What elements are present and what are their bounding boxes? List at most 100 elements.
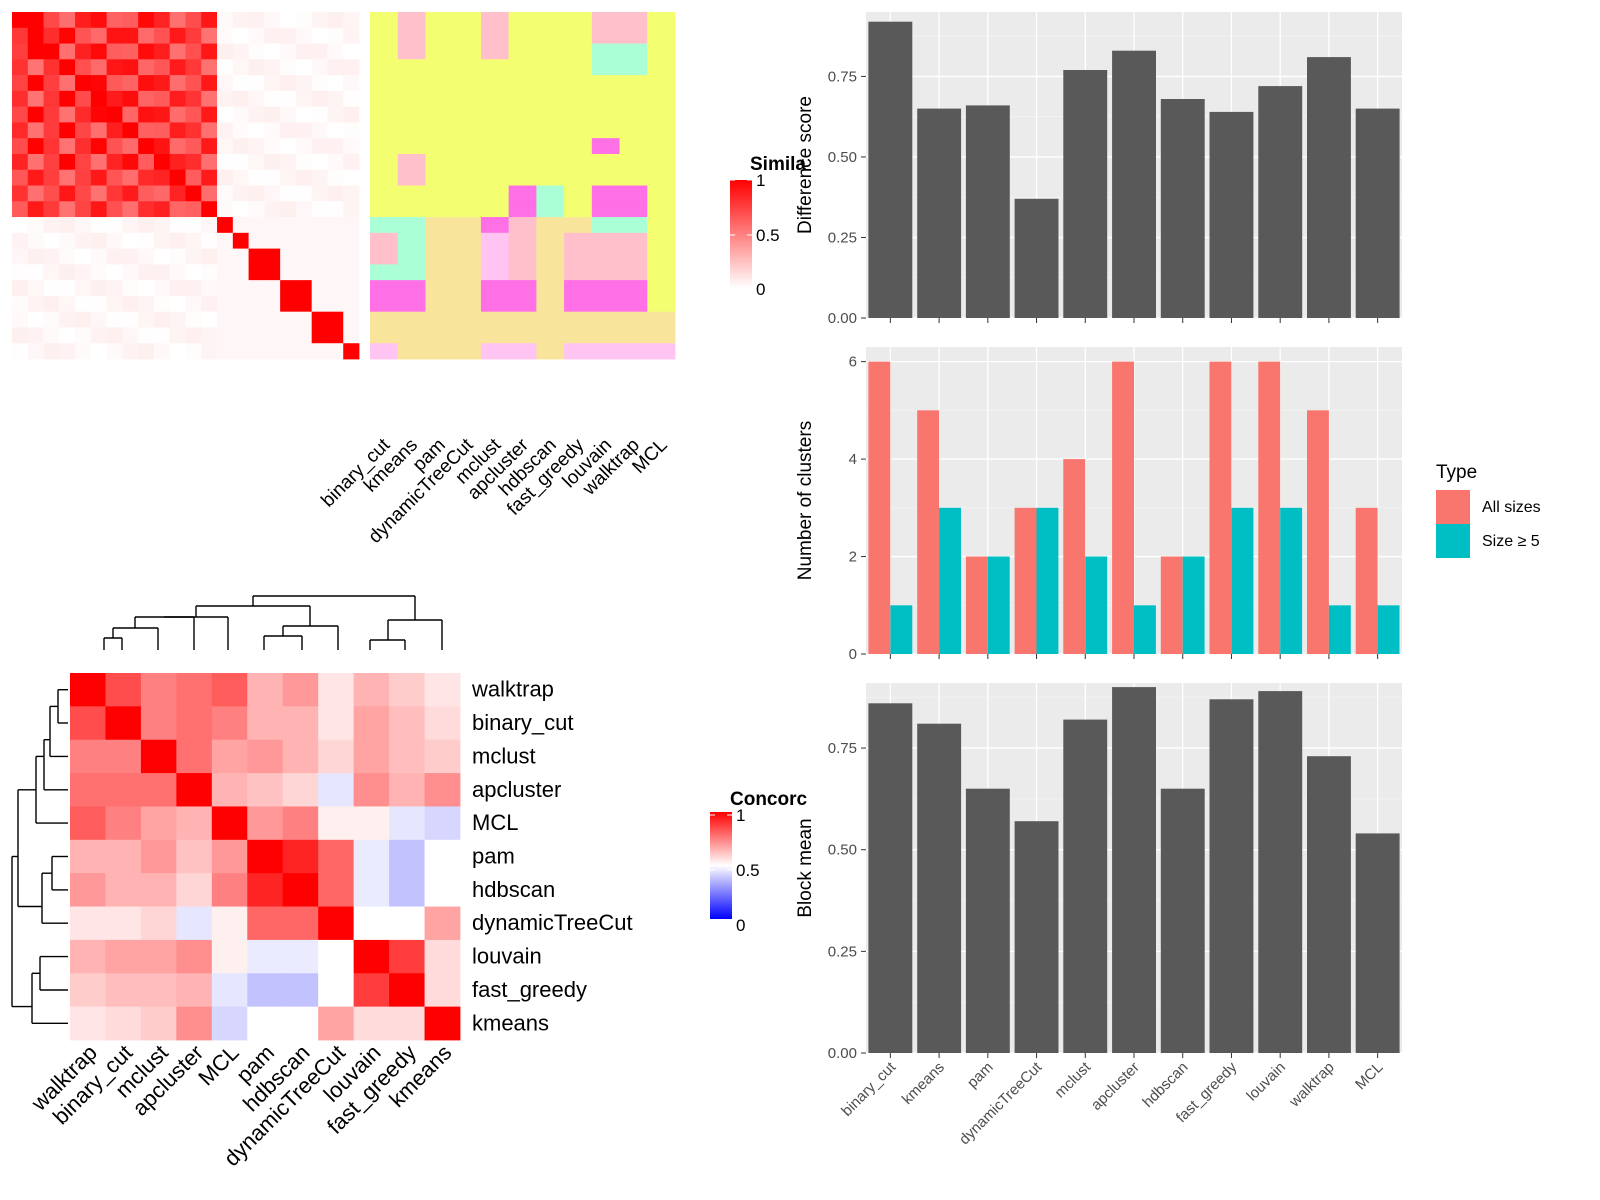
similarity-cell [138, 90, 155, 108]
concordance-cell [353, 839, 390, 874]
similarity-cell [169, 280, 186, 297]
concordance-row-label: fast_greedy [472, 977, 587, 1002]
similarity-cell [217, 138, 234, 155]
assignment-cell [564, 327, 593, 344]
concordance-cell [176, 739, 213, 774]
similarity-cell [90, 185, 108, 202]
similarity-cell [280, 264, 297, 281]
x-tick-label: binary_cut [838, 1058, 900, 1120]
assignment-cell [453, 90, 482, 108]
concordance-cell [70, 739, 106, 774]
similarity-cell [232, 280, 249, 297]
similarity-cell [75, 27, 92, 44]
similarity-cell [106, 43, 123, 60]
similarity-cell [295, 327, 313, 344]
similarity-cell [169, 295, 186, 313]
similarity-cell [90, 232, 108, 249]
similarity-cell [27, 327, 44, 344]
similarity-cell [264, 343, 281, 360]
concordance-cell [70, 973, 106, 1008]
concordance-cell [140, 973, 177, 1008]
similarity-legend-bar [730, 180, 752, 288]
similarity-cell [311, 75, 328, 92]
similarity-cell [201, 327, 218, 344]
similarity-cell [185, 153, 202, 171]
assignment-cell [619, 59, 648, 76]
assignment-cell [619, 90, 648, 108]
concordance-cell [424, 839, 461, 874]
similarity-cell [138, 59, 155, 76]
assignment-cell [425, 27, 454, 44]
assignment-cell [647, 153, 676, 171]
similarity-cell [43, 75, 60, 92]
y-tick-label: 0.25 [828, 229, 857, 246]
assignment-cell [397, 122, 426, 139]
similarity-cell [201, 217, 218, 234]
assignment-cell [536, 27, 565, 44]
concordance-cell [105, 739, 142, 774]
similarity-cell [248, 327, 265, 344]
assignment-cell [453, 169, 482, 186]
similarity-cell [122, 185, 139, 202]
similarity-cell [169, 343, 186, 360]
assignment-cell [425, 201, 454, 218]
similarity-cell [217, 185, 234, 202]
similarity-cell [280, 169, 297, 186]
assignment-cell [397, 185, 426, 202]
concordance-cell [247, 806, 284, 841]
concordance-cell [389, 906, 425, 941]
assignment-cell [453, 43, 482, 60]
all-sizes-bar-kmeans [917, 410, 940, 654]
similarity-cell [185, 201, 202, 218]
similarity-cell [217, 12, 234, 29]
assignment-cell [397, 232, 426, 249]
assignment-cell [397, 280, 426, 297]
assignment-cell [564, 12, 593, 29]
similarity-cell [311, 217, 328, 234]
concordance-cell [247, 973, 284, 1008]
assignment-cell [425, 248, 454, 265]
similarity-cell [343, 295, 360, 313]
similarity-cell [232, 327, 249, 344]
assignment-cell [508, 138, 537, 155]
assignment-cell [425, 311, 454, 328]
concordance-cell [247, 706, 284, 741]
similarity-legend: Simila 1 0.5 0 [730, 154, 806, 299]
assignment-cell [591, 27, 620, 44]
similarity-cell [138, 43, 155, 60]
similarity-cell [295, 90, 313, 108]
concordance-cell [282, 806, 319, 841]
assignment-cell [425, 264, 454, 281]
similarity-cell [248, 138, 265, 155]
bar-dynamictreecut [1014, 198, 1059, 318]
assignment-cell [536, 43, 565, 60]
assignment-cell [591, 169, 620, 186]
similarity-cell [248, 232, 265, 249]
similarity-cell [232, 90, 249, 108]
similarity-cell [232, 59, 249, 76]
similarity-cell [311, 248, 328, 265]
concordance-cell [140, 773, 177, 807]
similarity-cell [122, 43, 139, 60]
similarity-cell [106, 122, 123, 139]
similarity-cell [295, 248, 313, 265]
similarity-cell [295, 217, 313, 234]
similarity-cell [280, 153, 297, 171]
similarity-cell [138, 185, 155, 202]
assignment-cell [564, 122, 593, 139]
similarity-cell [201, 106, 218, 123]
concordance-cell [424, 673, 461, 707]
concordance-cell [105, 806, 142, 841]
similarity-cell [138, 217, 155, 234]
similarity-cell [59, 201, 76, 218]
similarity-cell [295, 280, 313, 297]
bar-apcluster [1112, 687, 1156, 1053]
similarity-cell [122, 232, 139, 249]
assignment-cell [619, 264, 648, 281]
assignment-cell [370, 75, 399, 92]
similarity-cell [75, 201, 92, 218]
similarity-cell [232, 295, 249, 313]
assignment-cell [647, 169, 676, 186]
similarity-cell [153, 295, 171, 313]
concordance-cell [211, 673, 248, 707]
